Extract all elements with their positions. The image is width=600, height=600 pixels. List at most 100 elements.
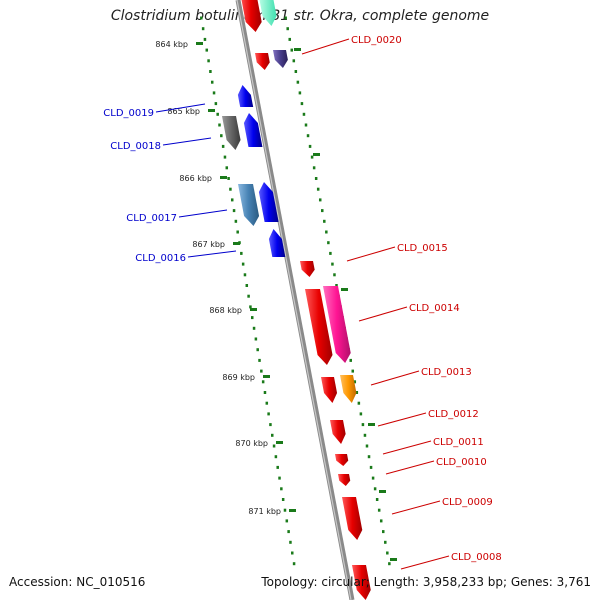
tick-label: 865 kbp [167, 107, 200, 116]
tick-dot [256, 348, 259, 352]
gene-label: CLD_0014 [409, 303, 460, 314]
tick-dot [274, 455, 278, 459]
tick-dot [243, 273, 247, 277]
tick-dot [267, 412, 270, 416]
tick-dot [377, 508, 381, 512]
label-leader-line [187, 250, 237, 258]
gene-arrow [352, 565, 371, 600]
tick-dot [209, 70, 212, 73]
tick-dot [373, 487, 377, 491]
major-tick [196, 42, 203, 45]
tick-dot [367, 455, 371, 459]
gene-label: CLD_0017 [126, 213, 177, 224]
tick-dot [325, 230, 328, 234]
gene-label: CLD_0008 [451, 552, 502, 563]
tick-dot [298, 91, 302, 95]
gene-arrow [243, 113, 263, 147]
tick-dot [230, 198, 234, 202]
tick-dot [304, 123, 308, 127]
tick-dot [232, 209, 236, 213]
gene-label: CLD_0012 [428, 409, 479, 420]
tick-dot [250, 316, 254, 320]
tick-dot [371, 476, 375, 480]
tick-dot [221, 144, 225, 148]
tick-dot [312, 166, 316, 170]
gene-arrow [335, 454, 349, 466]
tick-dot [254, 337, 258, 341]
tick-dot [355, 391, 359, 394]
tick-label: 864 kbp [155, 40, 188, 49]
tick-dot [329, 251, 332, 255]
gene-arrow [300, 261, 315, 277]
label-leader-line [391, 500, 441, 515]
major-tick [250, 308, 257, 311]
tick-dot [327, 241, 330, 245]
major-tick [276, 441, 283, 444]
gene-labels: CLD_0020 CLD_0019 CLD_0018 CLD_0017 CLD_0016… [103, 35, 502, 570]
tick-dot [261, 380, 265, 384]
tick-dot [382, 530, 385, 534]
tick-dot [302, 112, 306, 116]
tick-dot [280, 487, 283, 491]
gene-arrow [323, 286, 351, 363]
tick-dot [278, 476, 281, 480]
tick-dot [288, 37, 291, 41]
tick-dot [353, 380, 357, 384]
backbone-highlight [236, 0, 352, 600]
tick-dot [359, 412, 363, 416]
tick-dot [287, 530, 290, 534]
tick-dot [323, 219, 326, 223]
gene-label: CLD_0009 [442, 497, 493, 508]
tick-dot [292, 59, 296, 63]
tick-dot [333, 273, 336, 277]
major-tick [341, 288, 348, 291]
tick-dot [308, 144, 312, 148]
major-tick [390, 558, 397, 561]
tick-dot [245, 284, 249, 287]
tick-dot [205, 48, 209, 52]
major-tick [289, 509, 296, 512]
accession-text: Accession: NC_010516 [9, 575, 146, 589]
label-leader-line [155, 103, 206, 113]
gene-arrow [241, 0, 262, 32]
tick-label: 870 kbp [235, 439, 268, 448]
map-title: Clostridium botulinum B1 str. Okra, comp… [110, 8, 490, 24]
tick-label: 868 kbp [209, 306, 242, 315]
gene-arrow [222, 116, 241, 150]
tick-dot [285, 519, 289, 523]
label-leader-line [377, 412, 427, 427]
tick-dot [227, 177, 230, 180]
tick-dot [229, 187, 232, 191]
tick-dot [216, 112, 219, 116]
tick-dot [351, 369, 355, 373]
tick-dot [314, 177, 318, 180]
gene-arrow [273, 50, 288, 68]
tick-dot [247, 294, 250, 298]
tick-dot [294, 70, 298, 73]
tick-dot [220, 134, 223, 138]
gene-arrow [237, 85, 254, 107]
tick-dot [240, 251, 243, 255]
tick-dot [286, 27, 289, 31]
major-tick [233, 242, 240, 245]
gene-arrow [340, 375, 357, 403]
tick-dot [249, 305, 252, 309]
label-leader-line [346, 246, 396, 262]
label-leader-line [358, 306, 408, 322]
gene-arrow [238, 184, 260, 226]
major-tick [208, 109, 215, 112]
gene-label: CLD_0010 [436, 457, 487, 468]
gene-label: CLD_0020 [351, 35, 402, 46]
tick-dot [223, 155, 227, 159]
tick-dot [375, 498, 379, 501]
tick-dot [258, 358, 261, 362]
tick-marks-outer [196, 16, 296, 566]
tick-dot [214, 102, 218, 106]
tick-dot [369, 465, 373, 469]
gene-label: CLD_0015 [397, 243, 448, 254]
tick-dot [281, 498, 285, 501]
gene-arrow [305, 289, 333, 365]
tick-dot [234, 219, 238, 223]
gene-arrow [255, 53, 270, 70]
tick-dot [300, 102, 304, 106]
